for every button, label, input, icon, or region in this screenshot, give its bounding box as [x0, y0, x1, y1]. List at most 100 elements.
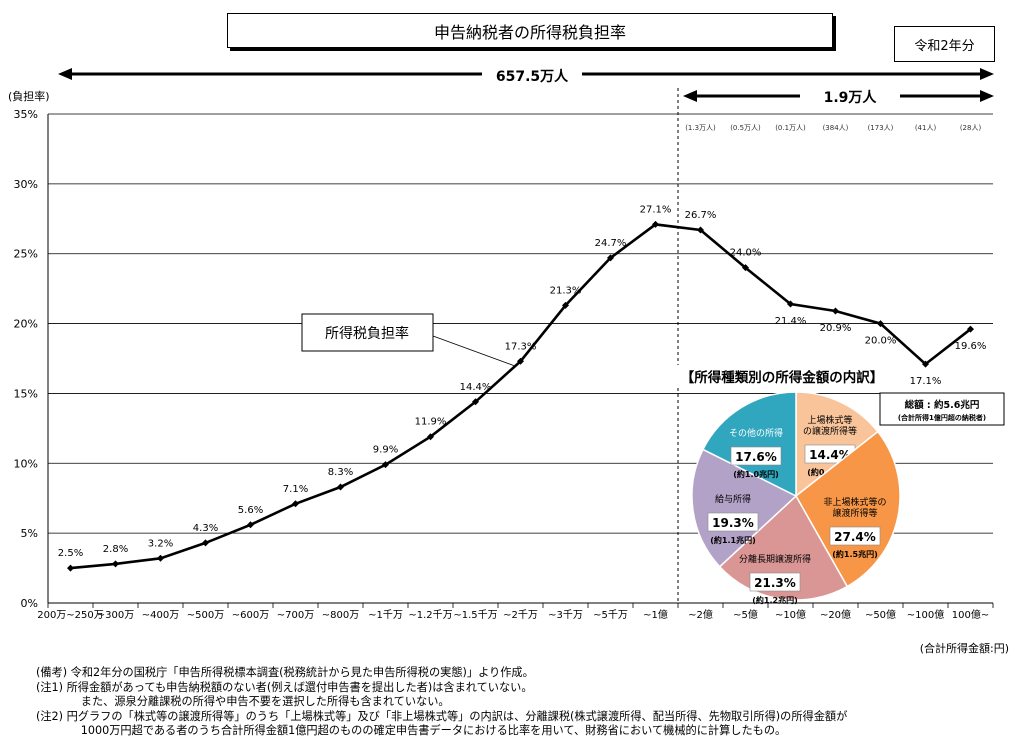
series-callout-label: 所得税負担率 — [325, 325, 409, 342]
pie-slice-label: 譲渡所得等 — [832, 507, 877, 519]
year-label: 令和2年分 — [894, 26, 995, 62]
data-label: 14.4% — [460, 382, 492, 393]
data-point — [67, 564, 74, 572]
pie-pct-box — [749, 572, 801, 592]
data-label: 17.1% — [910, 376, 942, 387]
x-tick-label: ~1.2千万 — [408, 609, 452, 621]
data-point — [967, 325, 974, 333]
pie-slice-label: 上場株式等 — [807, 414, 852, 426]
pie-total-note: (合計所得1億円超の納税者) — [898, 413, 986, 422]
pie-slice-amount: (約1.1兆円) — [710, 535, 755, 545]
x-tick-label: ~400万 — [142, 610, 179, 621]
x-tick-label: ~1.5千万 — [453, 609, 497, 621]
x-tick-label: ~700万 — [277, 610, 314, 621]
y-tick-label: 30% — [14, 178, 38, 191]
series-lines: 2.5% 2.8% 3.2% 4.3% 5.6% 7.1% 8.3% 9.9% 11.9% 14.… — [58, 204, 987, 572]
data-point — [337, 483, 344, 491]
pie-slice-percent: 19.3% — [712, 516, 754, 530]
pie-slice-percent: 14.4% — [809, 448, 851, 462]
pie-pct-box — [730, 446, 782, 466]
y-tick-label: 10% — [14, 457, 38, 470]
data-label: 2.5% — [58, 548, 83, 559]
note-line: (注1) 所得金額があっても申告納税額のない者(例えば還付申告書を提出した者)は… — [36, 680, 533, 694]
x-tick-label: ~5億 — [733, 608, 758, 621]
pie-slice-amount: (約1.5兆円) — [832, 549, 877, 559]
data-point — [787, 300, 794, 308]
data-label: 21.4% — [775, 316, 807, 327]
data-point — [922, 360, 929, 368]
data-label: 20.9% — [820, 323, 852, 334]
pie-slice-percent: 17.6% — [735, 450, 777, 464]
data-label: 8.3% — [328, 467, 353, 478]
x-tick-label: ~500万 — [187, 610, 224, 621]
data-label: 24.0% — [730, 248, 762, 259]
count-label: (1.3万人) — [685, 124, 716, 132]
data-point — [742, 264, 749, 272]
pie-slice — [795, 430, 901, 588]
y-tick-label: 15% — [14, 387, 38, 400]
pie-pct-box — [829, 526, 881, 546]
series-callout-box — [301, 313, 434, 352]
pie-slice-percent: 27.4% — [834, 530, 876, 544]
data-point — [652, 220, 659, 228]
pie-slice-label: の譲渡所得等 — [803, 425, 857, 437]
x-tick-label: ~50億 — [865, 608, 896, 621]
callout-leader — [432, 335, 516, 367]
pie-chart: 【所得種類別の所得金額の内訳】総額 : 約5.6兆円 (合計所得1億円超の納税者)… — [669, 365, 1005, 605]
data-point — [202, 539, 209, 547]
x-tick-label: ~1千万 — [368, 609, 403, 621]
data-label: 27.1% — [640, 204, 672, 215]
data-point — [247, 521, 254, 529]
total-people-label: 657.5万人 — [496, 68, 569, 85]
y-tick-label: 25% — [14, 248, 38, 261]
y-tick-label: 20% — [14, 318, 38, 331]
data-label: 21.3% — [550, 285, 582, 296]
x-tick-label: ~5千万 — [593, 609, 628, 621]
count-label: (28人) — [960, 124, 982, 132]
arrowhead — [980, 90, 994, 102]
data-label: 19.6% — [955, 341, 987, 352]
x-tick-label: ~1億 — [643, 608, 668, 621]
arrowhead — [58, 68, 72, 80]
x-tick-label: ~10億 — [775, 608, 806, 621]
axes: 0% 5% 10% 15% 20% 25% 30% 35% 200万~250万~300万 ~400… — [8, 88, 1009, 655]
x-tick-label: ~100億 — [907, 608, 944, 621]
arrowhead — [683, 90, 697, 102]
data-point — [877, 320, 884, 328]
x-tick-label: ~300万 — [97, 610, 134, 621]
data-label: 9.9% — [373, 445, 398, 456]
data-point — [382, 461, 389, 469]
pie-slice — [795, 391, 879, 498]
data-point — [292, 500, 299, 508]
pie-slice — [691, 448, 798, 568]
data-point — [697, 226, 704, 234]
x-tick-label: ~20億 — [820, 608, 851, 621]
pie-slice-label: その他の所得 — [729, 427, 783, 439]
pie-slice-label: 非上場株式等の — [823, 496, 886, 508]
data-label: 26.7% — [685, 210, 717, 221]
y-tick-label: 5% — [21, 527, 38, 540]
data-point — [112, 560, 119, 568]
notes: (備考) 令和2年分の国税庁「申告所得税標本調査(税務統計から見た申告所得税の実… — [36, 666, 1011, 739]
count-label: (384人) — [823, 124, 849, 132]
data-label: 3.2% — [148, 538, 173, 549]
data-label: 7.1% — [283, 484, 308, 495]
high-people-label: 1.9万人 — [824, 89, 878, 106]
note-line: (注2) 円グラフの「株式等の譲渡所得等」のうち「上場株式等」及び「非上場株式等… — [36, 709, 848, 723]
x-tick-label: ~800万 — [322, 610, 359, 621]
count-label: (173人) — [868, 124, 894, 132]
data-label: 2.8% — [103, 544, 128, 555]
data-point — [607, 254, 614, 262]
data-point — [157, 554, 164, 562]
data-label: 20.0% — [865, 336, 897, 347]
data-label: 4.3% — [193, 523, 218, 534]
pie-slice-label: 分離長期譲渡所得 — [739, 553, 811, 565]
pie-title: 【所得種類別の所得金額の内訳】 — [681, 369, 884, 386]
count-label: (0.5万人) — [730, 124, 761, 132]
pie-slice-amount: (約1.2兆円) — [752, 595, 797, 605]
data-label: 5.6% — [238, 505, 263, 516]
pie-slice-label: 給与所得 — [715, 493, 751, 505]
data-point — [427, 433, 434, 441]
arrowhead — [980, 68, 994, 80]
